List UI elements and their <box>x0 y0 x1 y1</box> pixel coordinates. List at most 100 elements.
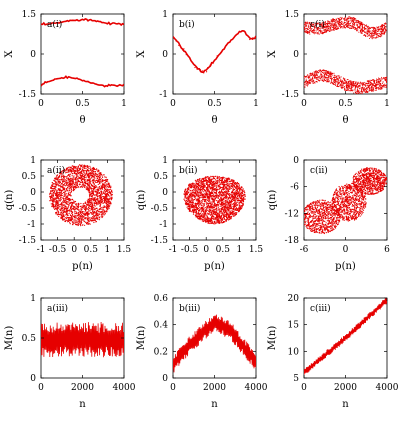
data-point <box>371 84 373 86</box>
data-point <box>96 175 98 177</box>
data-point <box>367 86 370 88</box>
data-point <box>188 187 190 189</box>
data-point <box>96 186 98 188</box>
data-point <box>88 205 90 207</box>
data-point <box>92 188 95 190</box>
data-point <box>63 218 66 220</box>
data-point <box>338 80 340 82</box>
x-tick-label: 0.5 <box>338 99 353 109</box>
data-point <box>319 75 321 77</box>
data-point <box>91 220 93 222</box>
data-point <box>59 174 61 176</box>
data-point <box>60 175 63 177</box>
data-point <box>85 217 87 219</box>
x-tick-label: 0 <box>170 99 176 109</box>
data-point <box>333 80 335 82</box>
data-point <box>94 211 96 213</box>
data-point <box>97 215 99 217</box>
data-point <box>198 194 200 196</box>
data-point <box>226 187 228 189</box>
data-point <box>308 22 310 24</box>
data-point <box>344 27 346 29</box>
data-point <box>108 205 111 207</box>
data-point <box>93 183 95 185</box>
data-point <box>97 183 99 185</box>
data-point <box>82 166 84 168</box>
data-point <box>90 174 92 177</box>
data-point <box>323 23 325 25</box>
data-point <box>385 31 387 33</box>
data-point <box>238 202 240 204</box>
data-point <box>102 186 104 189</box>
data-point <box>380 80 382 82</box>
data-point <box>339 24 341 27</box>
data-point <box>355 29 357 31</box>
data-point <box>327 23 329 25</box>
data-point <box>84 173 86 175</box>
data-point <box>101 175 103 177</box>
data-point <box>66 219 68 221</box>
data-point <box>76 176 78 179</box>
data-point <box>326 74 328 76</box>
data-point <box>58 201 60 203</box>
data-point <box>356 30 358 32</box>
data-point <box>381 30 383 32</box>
data-point <box>316 33 319 35</box>
data-point <box>320 27 322 29</box>
data-point <box>332 18 335 20</box>
data-point <box>332 24 334 26</box>
data-point <box>379 81 381 83</box>
data-point <box>68 205 70 207</box>
data-point <box>335 18 337 20</box>
data-point <box>88 178 90 180</box>
data-point <box>79 168 81 170</box>
data-point <box>375 80 377 82</box>
data-point <box>62 203 64 205</box>
data-point <box>366 24 368 26</box>
data-point <box>57 214 59 216</box>
data-point <box>93 171 96 173</box>
data-point <box>350 88 352 90</box>
data-point <box>333 72 335 74</box>
data-point <box>304 31 306 33</box>
data-point <box>73 215 75 217</box>
data-point <box>72 218 74 220</box>
data-point <box>366 84 368 87</box>
data-point <box>343 83 345 85</box>
data-point <box>56 196 59 198</box>
data-point <box>72 181 74 183</box>
data-point <box>97 203 99 205</box>
data-point <box>65 198 68 200</box>
data-point <box>64 220 66 222</box>
data-point <box>96 217 98 219</box>
data-point <box>66 167 68 169</box>
data-point <box>200 208 202 210</box>
data-point <box>88 219 90 221</box>
data-point <box>354 28 356 30</box>
data-point <box>318 29 320 31</box>
data-point <box>97 179 99 181</box>
data-layer <box>49 164 113 227</box>
data-point <box>340 17 342 19</box>
data-point <box>309 26 311 29</box>
data-point <box>236 201 238 203</box>
data-point <box>86 165 88 167</box>
data-point <box>82 216 84 218</box>
data-point <box>84 205 86 207</box>
data-point <box>311 30 313 32</box>
data-point <box>367 33 369 35</box>
data-point <box>80 167 82 169</box>
data-point <box>84 172 86 174</box>
data-point <box>101 191 103 193</box>
data-point <box>98 179 100 181</box>
data-point <box>81 169 83 171</box>
data-point <box>88 173 90 175</box>
data-point <box>235 200 237 202</box>
data-point <box>77 172 79 174</box>
data-point <box>326 25 328 27</box>
data-point <box>89 217 91 219</box>
data-point <box>353 17 355 19</box>
data-point <box>100 190 102 192</box>
data-point <box>86 175 88 177</box>
data-point <box>108 186 110 188</box>
